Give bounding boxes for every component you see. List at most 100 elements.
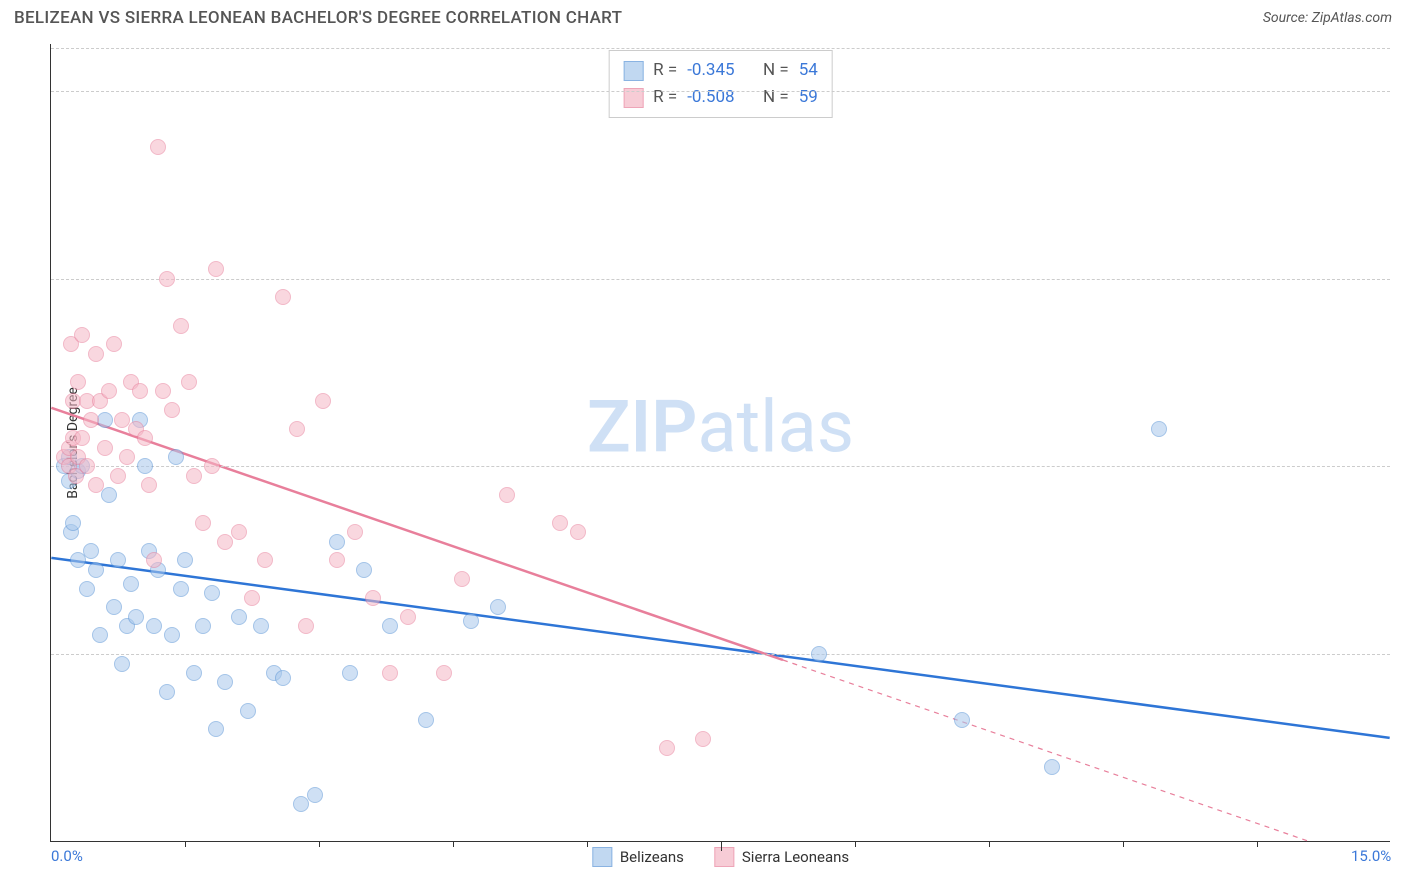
scatter-point: [106, 599, 122, 615]
scatter-point: [101, 383, 117, 399]
scatter-point: [110, 552, 126, 568]
scatter-point: [74, 430, 90, 446]
scatter-point: [101, 487, 117, 503]
scatter-point: [204, 585, 220, 601]
scatter-point: [275, 670, 291, 686]
x-tick-mark: [1257, 841, 1258, 847]
scatter-point: [570, 524, 586, 540]
scatter-point: [177, 552, 193, 568]
scatter-point: [114, 656, 130, 672]
legend-n-label: N =: [763, 57, 789, 84]
scatter-point: [811, 646, 827, 662]
y-tick-label: 20.0%: [1396, 645, 1406, 663]
scatter-point: [253, 618, 269, 634]
scatter-point: [454, 571, 470, 587]
scatter-point: [217, 674, 233, 690]
scatter-point: [83, 412, 99, 428]
scatter-point: [289, 421, 305, 437]
scatter-point: [382, 618, 398, 634]
scatter-point: [257, 552, 273, 568]
scatter-point: [141, 477, 157, 493]
scatter-point: [146, 618, 162, 634]
scatter-point: [181, 374, 197, 390]
scatter-point: [659, 740, 675, 756]
gridline: [51, 466, 1390, 467]
gridline: [51, 279, 1390, 280]
scatter-point: [275, 289, 291, 305]
scatter-point: [208, 721, 224, 737]
scatter-point: [231, 524, 247, 540]
scatter-point: [298, 618, 314, 634]
gridline: [51, 48, 1390, 49]
scatter-point: [195, 618, 211, 634]
x-tick-label: 0.0%: [51, 847, 83, 865]
scatter-point: [382, 665, 398, 681]
scatter-point: [315, 393, 331, 409]
scatter-point: [173, 581, 189, 597]
y-tick-label: 80.0%: [1396, 82, 1406, 100]
scatter-point: [70, 374, 86, 390]
scatter-point: [400, 609, 416, 625]
y-tick-label: 60.0%: [1396, 270, 1406, 288]
scatter-point: [418, 712, 434, 728]
scatter-point: [137, 430, 153, 446]
legend-series-item: Sierra Leoneans: [714, 847, 849, 867]
scatter-point: [499, 487, 515, 503]
x-tick-mark: [587, 841, 588, 847]
legend-r-value: -0.345: [687, 57, 734, 84]
scatter-point: [150, 139, 166, 155]
x-tick-mark: [721, 841, 722, 851]
scatter-point: [137, 458, 153, 474]
scatter-point: [65, 515, 81, 531]
trend-line-dashed: [783, 660, 1308, 841]
scatter-point: [88, 346, 104, 362]
scatter-point: [240, 703, 256, 719]
scatter-point: [204, 458, 220, 474]
legend-r-label: R =: [653, 57, 677, 84]
scatter-point: [186, 468, 202, 484]
legend-swatch: [714, 847, 734, 867]
y-tick-label: 40.0%: [1396, 457, 1406, 475]
scatter-point: [186, 665, 202, 681]
scatter-point: [195, 515, 211, 531]
scatter-point: [695, 731, 711, 747]
scatter-point: [954, 712, 970, 728]
scatter-point: [88, 477, 104, 493]
x-tick-label: 15.0%: [1351, 847, 1391, 865]
scatter-point: [74, 327, 90, 343]
legend-n-label: N =: [763, 84, 789, 111]
scatter-point: [83, 543, 99, 559]
scatter-point: [244, 590, 260, 606]
scatter-point: [79, 581, 95, 597]
scatter-point: [1044, 759, 1060, 775]
scatter-point: [159, 271, 175, 287]
legend-swatch: [592, 847, 612, 867]
legend-n-value: 54: [799, 57, 818, 84]
legend-stat-row: R = -0.345 N = 54: [623, 57, 818, 84]
gridline: [51, 654, 1390, 655]
x-tick-mark: [989, 841, 990, 847]
scatter-point: [208, 261, 224, 277]
scatter-point: [132, 383, 148, 399]
legend-swatch: [623, 61, 643, 81]
scatter-point: [356, 562, 372, 578]
scatter-point: [490, 599, 506, 615]
legend-series-item: Belizeans: [592, 847, 684, 867]
scatter-point: [552, 515, 568, 531]
legend-stats: R = -0.345 N = 54 R = -0.508 N = 59: [608, 50, 833, 118]
scatter-point: [106, 336, 122, 352]
trend-lines-svg: [51, 44, 1390, 841]
legend-series-label: Sierra Leoneans: [742, 848, 849, 866]
scatter-point: [97, 440, 113, 456]
scatter-point: [436, 665, 452, 681]
scatter-point: [342, 665, 358, 681]
scatter-point: [119, 449, 135, 465]
chart-header: BELIZEAN VS SIERRA LEONEAN BACHELOR'S DE…: [0, 0, 1406, 34]
x-tick-mark: [1123, 841, 1124, 847]
legend-r-value: -0.508: [687, 84, 734, 111]
scatter-point: [463, 613, 479, 629]
legend-n-value: 59: [799, 84, 818, 111]
scatter-point: [155, 383, 171, 399]
chart-plot-area: Bachelor's Degree ZIPatlas R =-0.345 N =…: [50, 44, 1390, 842]
legend-r-label: R =: [653, 84, 677, 111]
